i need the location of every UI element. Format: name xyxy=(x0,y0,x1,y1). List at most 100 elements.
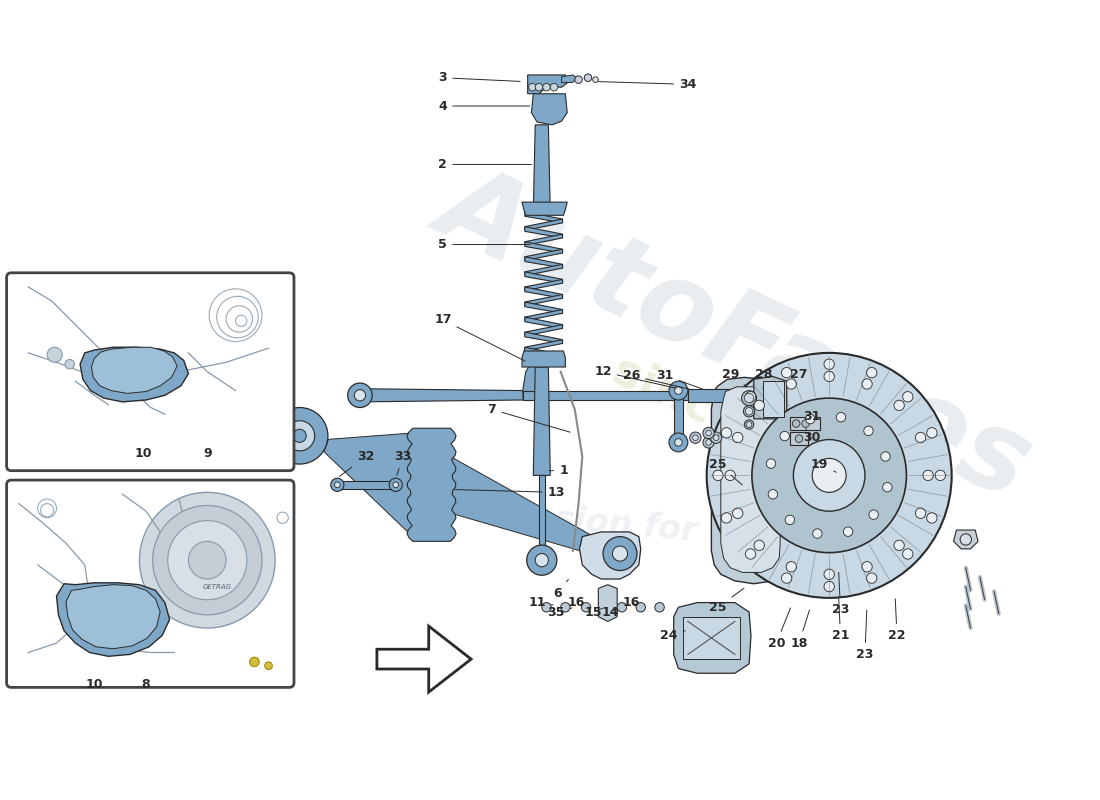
Circle shape xyxy=(527,545,557,575)
FancyBboxPatch shape xyxy=(7,273,294,470)
Polygon shape xyxy=(522,390,688,400)
Polygon shape xyxy=(528,75,569,94)
Circle shape xyxy=(824,569,835,579)
Polygon shape xyxy=(790,417,820,430)
Polygon shape xyxy=(338,481,396,489)
Circle shape xyxy=(188,542,227,579)
Text: 28: 28 xyxy=(755,368,772,389)
Circle shape xyxy=(926,428,937,438)
Circle shape xyxy=(882,482,892,492)
Circle shape xyxy=(601,602,609,612)
Polygon shape xyxy=(66,585,161,649)
Polygon shape xyxy=(80,347,188,402)
Polygon shape xyxy=(522,202,568,215)
Text: 15: 15 xyxy=(585,606,603,618)
Polygon shape xyxy=(525,354,562,366)
Circle shape xyxy=(864,426,873,436)
Text: GETRAG: GETRAG xyxy=(202,583,231,590)
Polygon shape xyxy=(525,332,562,343)
Circle shape xyxy=(636,602,646,612)
Circle shape xyxy=(862,562,872,572)
Circle shape xyxy=(805,414,815,424)
Text: 6: 6 xyxy=(553,579,569,600)
Circle shape xyxy=(693,435,698,441)
Circle shape xyxy=(536,554,549,566)
Circle shape xyxy=(389,478,403,491)
Circle shape xyxy=(915,432,926,442)
Circle shape xyxy=(348,383,372,407)
Polygon shape xyxy=(525,302,562,314)
Circle shape xyxy=(722,513,732,523)
Polygon shape xyxy=(534,125,550,211)
Circle shape xyxy=(733,432,742,442)
Polygon shape xyxy=(525,317,562,328)
Polygon shape xyxy=(377,626,471,692)
Circle shape xyxy=(867,573,877,583)
Circle shape xyxy=(153,506,262,615)
Circle shape xyxy=(613,546,627,561)
Circle shape xyxy=(745,420,754,430)
Polygon shape xyxy=(531,94,568,125)
Polygon shape xyxy=(525,250,562,261)
Polygon shape xyxy=(525,340,562,351)
Text: 8: 8 xyxy=(142,678,151,691)
Text: 1: 1 xyxy=(549,464,568,477)
Circle shape xyxy=(722,428,732,438)
Polygon shape xyxy=(525,287,562,298)
Polygon shape xyxy=(525,272,562,283)
Circle shape xyxy=(926,513,937,523)
Circle shape xyxy=(894,400,904,410)
Text: 21: 21 xyxy=(832,598,849,642)
Circle shape xyxy=(690,432,701,443)
Circle shape xyxy=(265,662,273,670)
Circle shape xyxy=(536,83,542,91)
Text: 16: 16 xyxy=(623,596,640,609)
Circle shape xyxy=(713,470,723,481)
Circle shape xyxy=(744,406,755,417)
Circle shape xyxy=(935,470,946,481)
Text: 29: 29 xyxy=(722,368,747,387)
Circle shape xyxy=(167,521,246,600)
Text: 18: 18 xyxy=(790,610,810,650)
Circle shape xyxy=(706,430,712,436)
Text: 33: 33 xyxy=(395,450,411,475)
Circle shape xyxy=(795,435,803,442)
Circle shape xyxy=(711,432,722,443)
Polygon shape xyxy=(754,377,786,419)
Circle shape xyxy=(745,394,754,403)
Polygon shape xyxy=(720,387,780,573)
Text: 30: 30 xyxy=(803,431,821,444)
Circle shape xyxy=(285,421,315,451)
Circle shape xyxy=(786,562,796,572)
Circle shape xyxy=(802,420,810,427)
Circle shape xyxy=(272,407,328,464)
Circle shape xyxy=(354,390,365,401)
Circle shape xyxy=(250,658,260,666)
Circle shape xyxy=(844,527,852,536)
Text: 25: 25 xyxy=(710,458,742,485)
Circle shape xyxy=(706,353,952,598)
Text: Passion for: Passion for xyxy=(488,497,698,548)
Circle shape xyxy=(812,458,846,492)
Text: 13: 13 xyxy=(455,486,564,499)
Text: 22: 22 xyxy=(889,598,905,642)
Circle shape xyxy=(703,437,714,448)
Text: 23: 23 xyxy=(856,610,873,661)
Circle shape xyxy=(781,573,792,583)
Polygon shape xyxy=(673,602,751,674)
Circle shape xyxy=(331,478,344,491)
Polygon shape xyxy=(525,264,562,276)
Text: 34: 34 xyxy=(598,78,696,91)
Text: 11: 11 xyxy=(528,596,553,609)
Polygon shape xyxy=(525,279,562,290)
Circle shape xyxy=(793,439,865,511)
Circle shape xyxy=(746,549,756,559)
Text: 23: 23 xyxy=(832,572,849,616)
Circle shape xyxy=(824,582,835,592)
Circle shape xyxy=(617,602,627,612)
Text: 19: 19 xyxy=(811,458,836,472)
Polygon shape xyxy=(525,347,562,358)
Circle shape xyxy=(603,537,637,570)
Text: 17: 17 xyxy=(434,314,525,361)
Text: 3: 3 xyxy=(439,71,520,84)
